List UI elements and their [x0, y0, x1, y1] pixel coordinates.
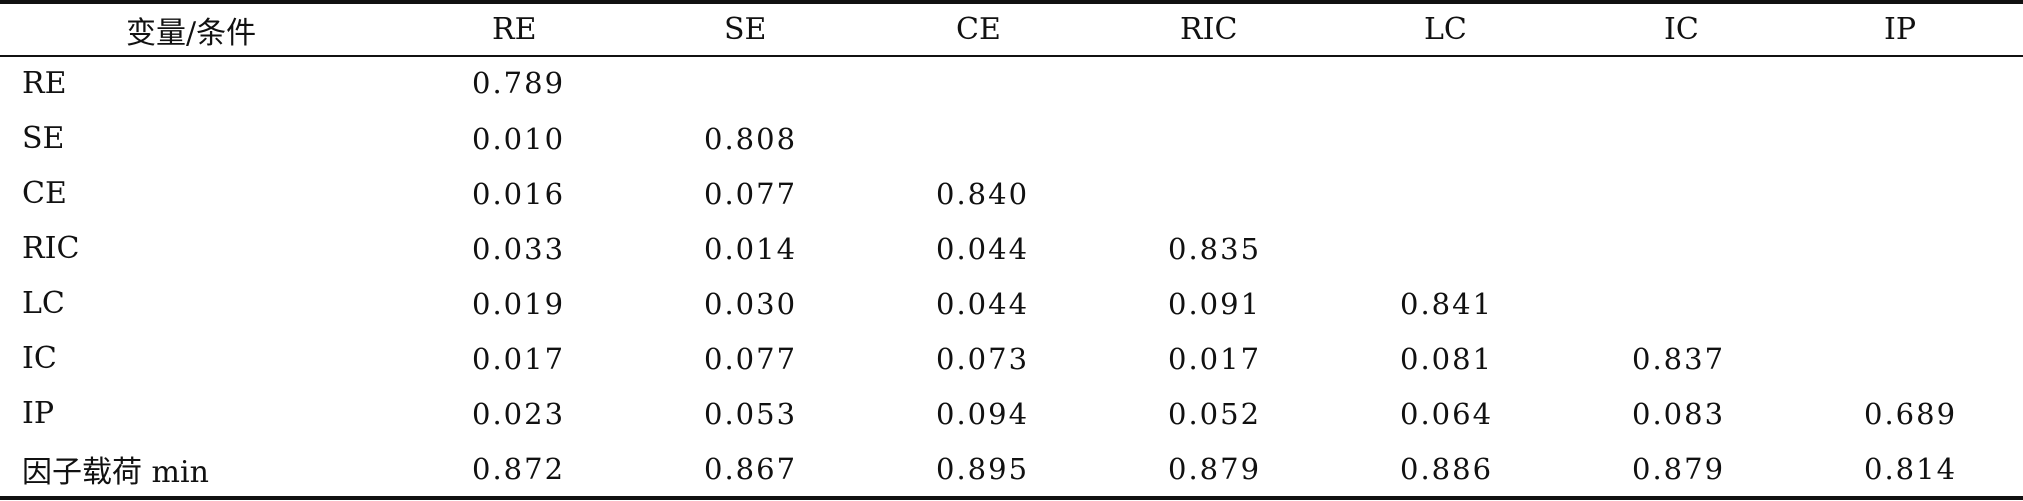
- table-cell: [1832, 55, 2023, 111]
- table-cell: [904, 111, 1136, 166]
- table-cell: 0.010: [472, 121, 566, 156]
- table-row: 因子载荷 min 0.872 0.867 0.895 0.879 0.886 0…: [0, 441, 2023, 496]
- table-row: SE 0.010 0.808: [0, 111, 2023, 166]
- header-ip: IP: [1884, 12, 1917, 47]
- table-cell: [1136, 111, 1368, 166]
- table-cell: [1600, 111, 1832, 166]
- table-cell: 0.053: [704, 396, 798, 431]
- header-ic: IC: [1664, 12, 1699, 47]
- table-cell: 0.835: [1168, 231, 1262, 266]
- table-cell: [1368, 111, 1600, 166]
- table-cell: 0.033: [472, 231, 566, 266]
- table-cell: [1368, 221, 1600, 276]
- table-row: IC 0.017 0.077 0.073 0.017 0.081 0.837: [0, 331, 2023, 386]
- table-cell: [1832, 276, 2023, 331]
- table-cell: 0.879: [1168, 451, 1262, 486]
- table-cell: 0.014: [704, 231, 798, 266]
- table-row: RIC 0.033 0.014 0.044 0.835: [0, 221, 2023, 276]
- table-cell: 0.808: [704, 121, 798, 156]
- row-label: RE: [22, 65, 67, 101]
- table-cell: 0.016: [472, 176, 566, 211]
- row-label: LC: [22, 286, 65, 321]
- table-cell: 0.867: [704, 451, 798, 486]
- table-cell: 0.789: [472, 66, 566, 100]
- table-cell: 0.019: [472, 286, 566, 321]
- table-cell: 0.017: [1168, 341, 1262, 376]
- table-cell: 0.841: [1400, 286, 1494, 321]
- table-cell: [904, 55, 1136, 111]
- table-cell: 0.872: [472, 451, 566, 486]
- table-header-rule: [0, 55, 2023, 57]
- table-cell: 0.052: [1168, 396, 1262, 431]
- table-cell: 0.689: [1864, 396, 1958, 431]
- table-cell: [1832, 111, 2023, 166]
- row-label: IP: [22, 396, 55, 431]
- table-cell: [1368, 166, 1600, 221]
- header-variable-condition: 变量/条件: [126, 15, 257, 51]
- table-cell: 0.083: [1632, 396, 1726, 431]
- table-cell: [1600, 221, 1832, 276]
- row-label: RIC: [22, 231, 80, 266]
- table-cell: 0.094: [936, 396, 1030, 431]
- header-ce: CE: [956, 12, 1001, 47]
- table-cell: [1832, 166, 2023, 221]
- table-cell: 0.030: [704, 286, 798, 321]
- table-cell: 0.023: [472, 396, 566, 431]
- row-label: SE: [22, 121, 65, 156]
- table-cell: 0.081: [1400, 341, 1494, 376]
- table-row: LC 0.019 0.030 0.044 0.091 0.841: [0, 276, 2023, 331]
- row-label: 因子载荷 min: [22, 454, 209, 490]
- header-re: RE: [492, 12, 537, 47]
- table-cell: 0.064: [1400, 396, 1494, 431]
- table-cell: [1600, 55, 1832, 111]
- table-cell: [1832, 331, 2023, 386]
- row-label: IC: [22, 341, 57, 376]
- table-bottom-rule: [0, 496, 2023, 500]
- table-row: RE 0.789: [0, 55, 2023, 111]
- table-cell: [1136, 166, 1368, 221]
- table-cell: 0.077: [704, 341, 798, 376]
- table-cell: 0.091: [1168, 286, 1262, 321]
- table-cell: [1600, 166, 1832, 221]
- table-cell: [1600, 276, 1832, 331]
- table-cell: 0.886: [1400, 451, 1494, 486]
- table-cell: 0.044: [936, 286, 1030, 321]
- header-lc: LC: [1424, 12, 1467, 47]
- table-cell: [1136, 55, 1368, 111]
- table-cell: 0.879: [1632, 451, 1726, 486]
- table-cell: 0.017: [472, 341, 566, 376]
- table-cell: 0.814: [1864, 451, 1958, 486]
- table-row: CE 0.016 0.077 0.840: [0, 166, 2023, 221]
- table-cell: 0.077: [704, 176, 798, 211]
- table-cell: [672, 55, 904, 111]
- header-se: SE: [724, 12, 767, 47]
- table-header-row: 变量/条件 RE SE CE RIC LC IC IP: [0, 4, 2023, 55]
- header-ric: RIC: [1180, 12, 1238, 47]
- table-cell: 0.837: [1632, 341, 1726, 376]
- table-cell: 0.044: [936, 231, 1030, 266]
- table-cell: [1368, 55, 1600, 111]
- table-row: IP 0.023 0.053 0.094 0.052 0.064 0.083 0…: [0, 386, 2023, 441]
- table-cell: 0.840: [936, 176, 1030, 211]
- table-cell: 0.073: [936, 341, 1030, 376]
- table-top-rule: [0, 0, 2023, 4]
- row-label: CE: [22, 176, 67, 211]
- table-cell: 0.895: [936, 451, 1030, 486]
- discriminant-validity-table: 变量/条件 RE SE CE RIC LC IC IP RE 0.789: [0, 4, 2023, 496]
- table-cell: [1832, 221, 2023, 276]
